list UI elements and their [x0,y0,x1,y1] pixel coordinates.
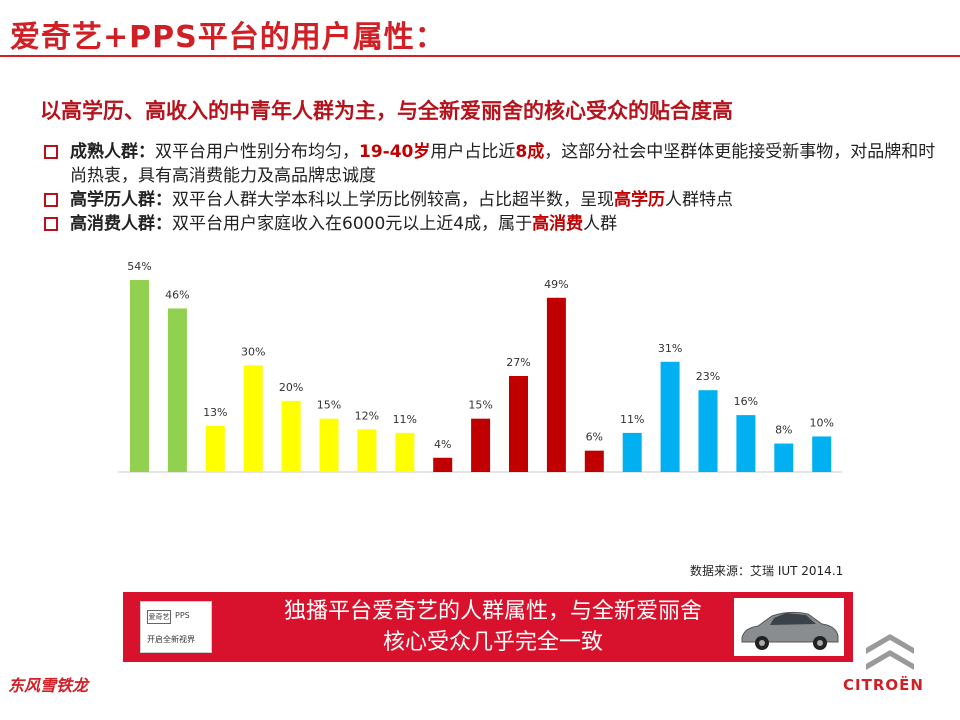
chart-bar [471,418,491,472]
chart-data-label: 13% [203,406,227,419]
bullet-mature: 成熟人群：双平台用户性别分布均匀，19-40岁用户占比近8成，这部分社会中坚群体… [44,140,944,188]
chart-bar [622,432,642,472]
chart-data-label: 54% [127,260,151,273]
chart-bar [205,425,225,472]
chart-bar [584,450,604,472]
chart-data-label: 16% [734,395,758,408]
chart-data-label: 46% [165,288,189,301]
checkbox-icon [44,217,58,231]
bullet-list: 成熟人群：双平台用户性别分布均匀，19-40岁用户占比近8成，这部分社会中坚群体… [44,140,944,236]
data-source: 数据来源：艾瑞 IUT 2014.1 [690,564,844,578]
chart-data-label: 10% [809,416,833,429]
bullet-highlight: 19-40岁 [359,142,431,162]
banner-line-2: 核心受众几乎完全一致 [382,630,603,655]
chart-data-label: 23% [696,370,720,383]
chart-data-label: 15% [468,399,492,412]
chart-data-label: 30% [241,345,265,358]
chart-bar [243,365,263,472]
bullet-text: 用户占比近 [430,142,516,162]
chart-bar [395,432,415,472]
chart-data-label: 27% [506,356,530,369]
chart-bar [167,308,187,472]
bullet-highlight: 8成 [515,142,545,162]
iqiyi-pps-logo: 爱奇艺 PPS 开启全新视界 [140,601,212,653]
chart-data-label: 6% [586,431,603,444]
chart-bar [433,457,453,472]
bullet-label: 成熟人群： [70,142,155,162]
bullet-label: 高消费人群： [70,214,172,234]
chart-data-label: 15% [317,399,341,412]
chart-bar [357,429,377,472]
chart-data-label: 11% [620,413,644,426]
logo-slogan: 开启全新视界 [147,635,195,644]
chart-bar [319,418,339,472]
bullet-text: ，这部分社会中坚群体更能接受新事物，对品牌和时尚热衷，具有高消费能力及高品牌忠诚… [70,142,936,186]
chart-bar [774,443,794,472]
title-divider [0,55,960,57]
car-image [734,598,844,656]
chart-data-label: 4% [434,438,451,451]
bullet-text: 人群 [583,214,618,234]
bullet-highlight: 高消费 [532,214,584,234]
bullet-education: 高学历人群：双平台人群大学本科以上学历比例较高，占比超半数，呈现高学历人群特点 [44,188,944,212]
citroen-chevron-icon [866,634,914,670]
conclusion-banner: 爱奇艺 PPS 开启全新视界 独播平台爱奇艺的人群属性，与全新爱丽舍 核心受众几… [123,592,853,662]
bar-chart-svg: 54% 46% 13% 30% 20% 15% 12% 11% 4% 15% 27% 49% 6% 11%… [118,260,842,473]
chart-bar [546,297,566,472]
checkbox-icon [44,193,58,207]
chart-data-label: 8% [775,424,792,437]
bullet-text: 双平台用户家庭收入在6000元以上近4成，属于 [172,214,533,234]
bullet-text: 人群特点 [665,190,733,210]
banner-line-1: 独播平台爱奇艺的人群属性，与全新爱丽舍 [283,599,702,624]
bullet-label: 高学历人群： [70,190,172,210]
chart-data-label: 12% [355,409,379,422]
slide-subtitle: 以高学历、高收入的中青年人群为主，与全新爱丽舍的核心受众的贴合度高 [40,99,733,123]
chart-bar [698,390,718,472]
bullet-consumption: 高消费人群：双平台用户家庭收入在6000元以上近4成，属于高消费人群 [44,212,944,236]
chart-bar [812,436,832,472]
page-title: 爱奇艺+PPS平台的用户属性： [10,20,446,55]
chart-data-label: 20% [279,381,303,394]
banner-message: 独播平台爱奇艺的人群属性，与全新爱丽舍 核心受众几乎完全一致 [223,596,763,658]
chart-bar [660,361,680,472]
citroen-wordmark: CITROËN [843,676,924,694]
pps-logo-text: PPS [175,611,190,620]
bullet-text: 双平台用户性别分布均匀， [155,142,359,162]
bullet-highlight: 高学历 [614,190,665,210]
chart-data-label: 11% [393,413,417,426]
chart-data-label: 31% [658,342,682,355]
bar-chart: 54% 46% 13% 30% 20% 15% 12% 11% 4% 15% 27% 49% 6% 11%… [110,250,850,480]
bullet-text: 双平台人群大学本科以上学历比例较高，占比超半数，呈现 [172,190,614,210]
chart-bar [281,400,301,472]
chart-bar [509,376,528,472]
dongfeng-citroen-logo: 东风雪铁龙 [8,676,89,695]
chart-bar [130,280,149,472]
chart-bar [736,415,756,472]
chart-data-label: 49% [544,278,568,291]
iqiyi-logo-text: 爱奇艺 [147,610,171,624]
checkbox-icon [44,145,58,159]
